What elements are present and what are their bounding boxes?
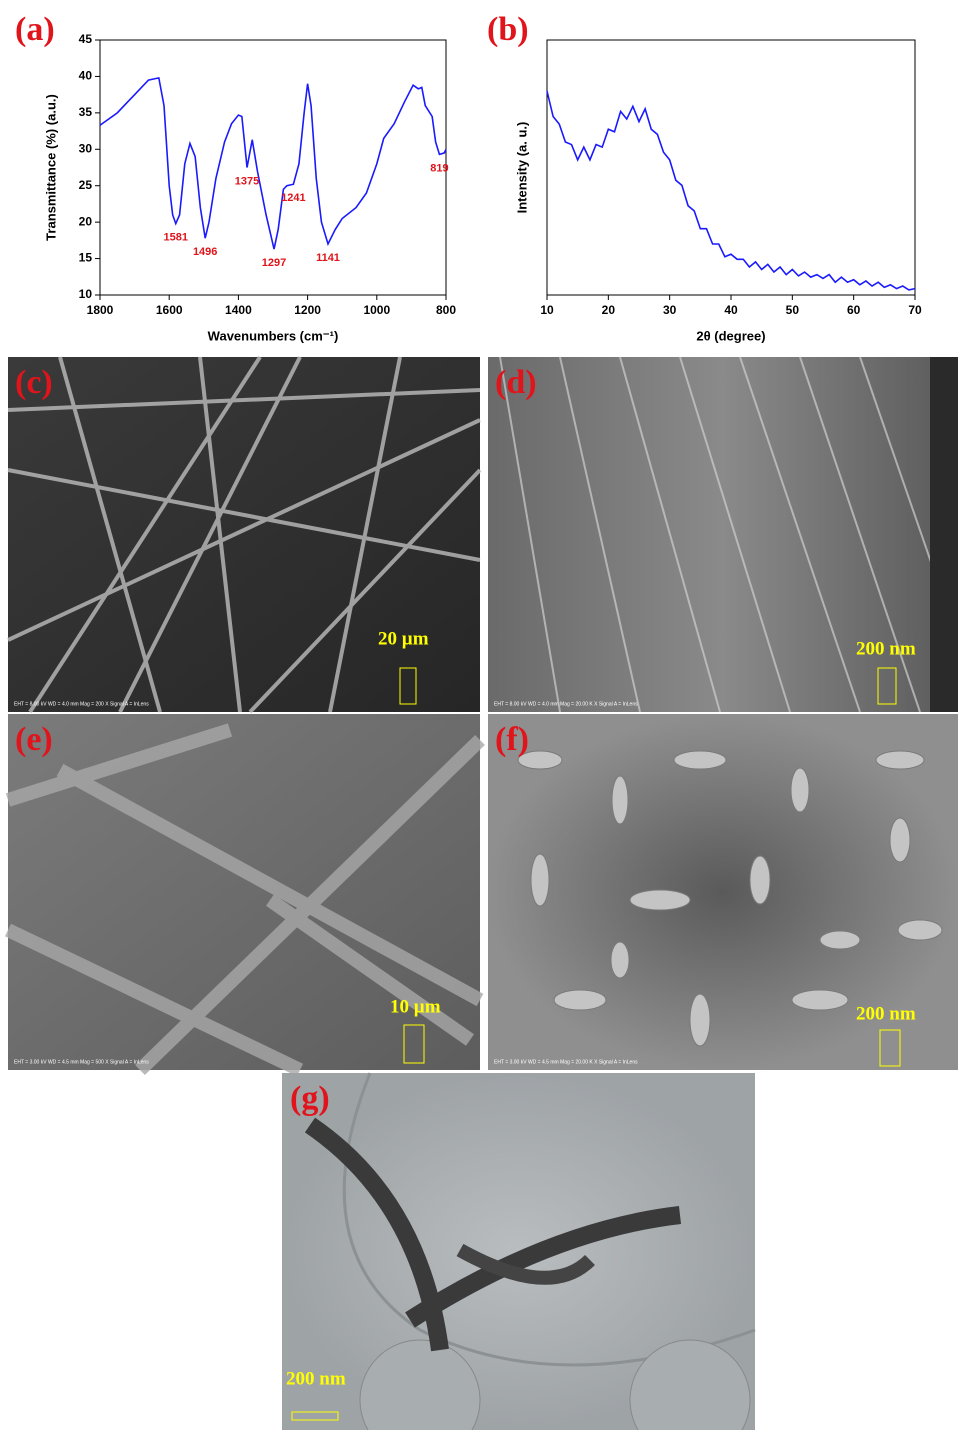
info-bar: EHT = 8.00 kV WD = 4.0 mm Mag = 200 X Si… (14, 701, 149, 707)
panel-label: (b) (487, 11, 529, 48)
y-tick-label: 35 (79, 105, 93, 119)
y-tick-label: 45 (79, 32, 93, 46)
y-tick-label: 25 (79, 178, 93, 192)
panel-e: (e) 10 µm EHT = 3.00 kV WD = 4.5 mm Mag … (8, 714, 480, 1070)
peak-label: 819 (430, 162, 448, 174)
info-bar: EHT = 8.00 kV WD = 4.0 mm Mag = 20.00 K … (494, 701, 638, 707)
x-tick-label: 60 (847, 303, 861, 317)
x-tick-label: 70 (908, 303, 922, 317)
panel-g: (g) 200 nm (282, 1073, 755, 1430)
info-bar: EHT = 3.00 kV WD = 4.5 mm Mag = 500 X Si… (14, 1059, 149, 1065)
x-axis-label: Wavenumbers (cm⁻¹) (208, 328, 339, 343)
x-tick-label: 1200 (294, 303, 321, 317)
panel-label: (a) (15, 11, 55, 48)
panel-label: (g) (290, 1080, 330, 1117)
y-tick-label: 20 (79, 214, 93, 228)
y-tick-label: 10 (79, 287, 93, 301)
x-tick-label: 1800 (87, 303, 114, 317)
panel-f: (f) 200 nm EHT = 3.00 kV WD = 4.5 mm Mag… (488, 714, 958, 1070)
x-tick-label: 50 (786, 303, 800, 317)
x-axis-label: 2θ (degree) (696, 328, 765, 343)
y-tick-label: 40 (79, 69, 93, 83)
panel-c: (c) 20 µm EHT = 8.00 kV WD = 4.0 mm Mag … (8, 357, 480, 712)
scale-text: 200 nm (286, 1368, 346, 1389)
panel-label: (e) (15, 721, 53, 758)
panel-label: (d) (495, 364, 537, 401)
peak-label: 1141 (316, 252, 340, 264)
peak-label: 1375 (235, 175, 259, 187)
background (930, 357, 958, 712)
plot-frame (547, 40, 915, 295)
info-bar: EHT = 3.00 kV WD = 4.5 mm Mag = 20.00 K … (494, 1059, 638, 1065)
x-tick-label: 40 (724, 303, 738, 317)
y-tick-label: 15 (79, 251, 93, 265)
peak-label: 1496 (193, 246, 217, 258)
x-tick-label: 800 (436, 303, 456, 317)
peak-label: 1581 (164, 232, 188, 244)
y-tick-label: 30 (79, 141, 93, 155)
scale-text: 200 nm (856, 638, 916, 659)
x-tick-label: 1000 (363, 303, 390, 317)
scale-text: 200 nm (856, 1003, 916, 1024)
x-tick-label: 20 (602, 303, 616, 317)
panel-label: (f) (495, 721, 529, 758)
x-tick-label: 1400 (225, 303, 252, 317)
y-axis-label: Transmittance (%) (a.u.) (43, 94, 58, 241)
panel-d: (d) 200 nm EHT = 8.00 kV WD = 4.0 mm Mag… (488, 357, 958, 712)
figure: (c) 20 µm EHT = 8.00 kV WD = 4.0 mm Mag … (0, 0, 958, 1430)
scale-text: 10 µm (390, 996, 441, 1017)
y-axis-label: Intensity (a. u.) (514, 122, 529, 214)
peak-label: 1241 (281, 192, 305, 204)
data-line (100, 78, 446, 249)
peak-label: 1297 (262, 257, 286, 269)
data-line (547, 91, 915, 290)
x-tick-label: 10 (540, 303, 554, 317)
scale-text: 20 µm (378, 628, 429, 649)
sem-image (8, 357, 480, 712)
x-tick-label: 1600 (156, 303, 183, 317)
x-tick-label: 30 (663, 303, 677, 317)
panel-label: (c) (15, 364, 53, 401)
